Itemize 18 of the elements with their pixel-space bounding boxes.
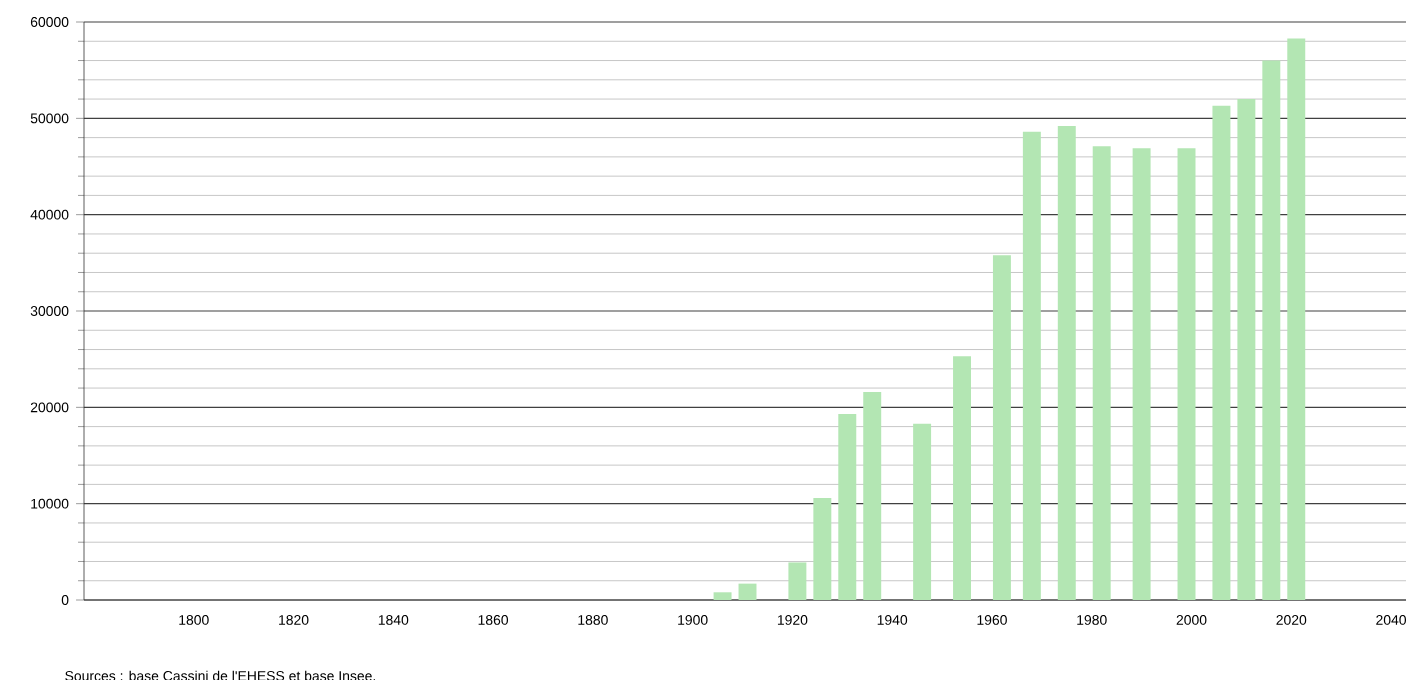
bar xyxy=(1237,99,1256,600)
bar xyxy=(838,414,857,600)
bar xyxy=(813,497,832,600)
bar xyxy=(1132,148,1151,600)
bar xyxy=(1022,131,1041,600)
bar xyxy=(1177,148,1196,600)
bar xyxy=(1212,105,1231,600)
bar xyxy=(788,562,807,600)
bar xyxy=(713,592,732,600)
bar xyxy=(1057,126,1076,600)
bar xyxy=(1262,60,1281,600)
bar xyxy=(992,255,1011,600)
bar xyxy=(913,423,932,600)
bar xyxy=(863,391,882,600)
bar xyxy=(953,356,971,600)
bar xyxy=(1287,38,1306,600)
bar xyxy=(1092,146,1111,600)
bar xyxy=(738,583,757,600)
